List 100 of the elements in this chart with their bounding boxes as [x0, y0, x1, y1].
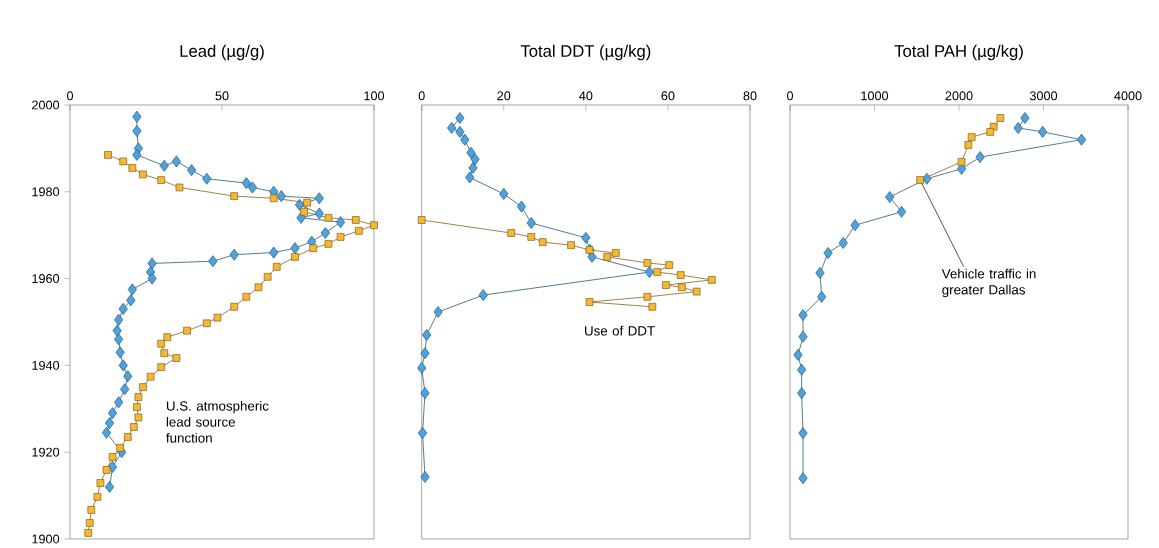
series-label: U.S. atmospheric lead source function	[166, 400, 269, 443]
point	[1076, 133, 1087, 146]
point	[499, 188, 509, 200]
point	[104, 417, 115, 430]
point	[114, 333, 124, 346]
point	[132, 110, 142, 123]
point	[507, 229, 515, 237]
point	[420, 387, 430, 400]
point	[127, 283, 137, 296]
point	[276, 190, 286, 203]
point	[208, 255, 218, 268]
point	[202, 172, 212, 185]
y-tick-label: 1940	[32, 360, 60, 370]
point	[294, 198, 305, 211]
point	[662, 281, 670, 289]
point	[996, 114, 1005, 122]
point	[460, 133, 470, 146]
point	[815, 267, 825, 279]
point	[798, 427, 808, 440]
point	[823, 247, 833, 259]
point	[123, 370, 133, 383]
point	[465, 171, 475, 184]
point	[420, 470, 430, 483]
point	[797, 363, 807, 376]
point	[422, 329, 432, 341]
point	[134, 413, 143, 422]
point	[139, 383, 147, 391]
point	[157, 363, 166, 371]
point	[147, 257, 157, 270]
point	[455, 112, 465, 124]
y-tick-label: 1920	[32, 447, 60, 457]
point	[300, 207, 308, 216]
point	[466, 146, 476, 159]
point	[116, 444, 124, 452]
point	[108, 453, 117, 461]
point	[1013, 122, 1023, 134]
point	[93, 493, 102, 501]
point	[263, 273, 272, 281]
point	[213, 313, 222, 322]
point	[157, 176, 166, 184]
x-tick-label: 50	[215, 91, 229, 101]
point	[139, 170, 147, 179]
point	[163, 333, 172, 341]
point	[644, 266, 654, 279]
point	[964, 141, 973, 149]
point	[269, 194, 278, 203]
point	[526, 217, 536, 229]
text: Vehicle traffic in greater Dallas	[941, 268, 1036, 298]
x-tick-label: 0	[418, 91, 425, 101]
point	[118, 359, 128, 372]
point	[291, 253, 299, 261]
point	[309, 244, 318, 253]
point	[126, 294, 136, 307]
point	[114, 313, 124, 326]
chart-title: Total DDT (µg/kg)	[520, 44, 651, 61]
point	[612, 249, 620, 257]
y-tick-label: 1960	[32, 274, 60, 284]
point	[957, 158, 966, 166]
point	[160, 349, 169, 358]
point	[653, 268, 662, 276]
x-tick-label: 1000	[861, 91, 889, 101]
point	[115, 346, 125, 359]
point	[678, 283, 686, 292]
y-tick-label: 1900	[32, 534, 60, 544]
point	[269, 246, 279, 259]
x-tick-label: 60	[661, 91, 675, 101]
point	[455, 125, 465, 138]
point	[108, 407, 118, 420]
point	[516, 200, 526, 213]
point	[254, 283, 263, 292]
point	[120, 383, 130, 396]
point	[798, 330, 808, 343]
point	[433, 306, 443, 318]
point	[241, 177, 251, 190]
point	[470, 153, 480, 166]
point	[118, 303, 128, 315]
point	[676, 271, 685, 279]
point	[370, 221, 378, 230]
point	[527, 233, 536, 241]
point	[247, 181, 257, 194]
point	[128, 164, 137, 172]
point	[157, 339, 166, 348]
point	[101, 426, 112, 439]
point	[793, 349, 803, 361]
point	[538, 238, 547, 246]
point	[798, 309, 808, 321]
point	[172, 354, 181, 362]
point	[290, 242, 300, 255]
point	[146, 372, 155, 381]
x-tick-label: 40	[579, 91, 593, 101]
point	[183, 326, 191, 335]
point	[975, 151, 985, 164]
point	[351, 216, 360, 224]
point	[130, 423, 138, 431]
point	[336, 233, 345, 241]
point	[314, 192, 324, 205]
y-tick-label: 1980	[32, 187, 60, 197]
x-tick-label: 80	[743, 91, 757, 101]
point	[336, 216, 346, 229]
point	[123, 433, 132, 441]
